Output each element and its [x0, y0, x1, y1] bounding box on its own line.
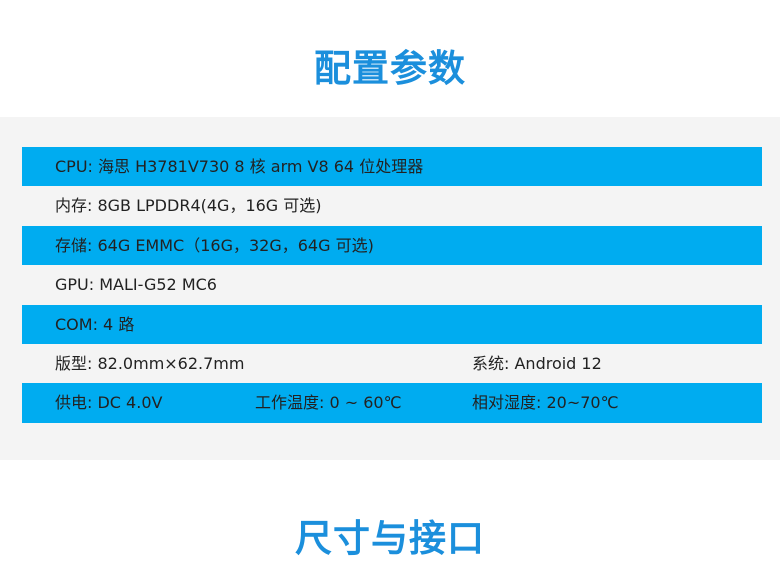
spec-memory: 内存: 8GB LPDDR4(4G，16G 可选) [55, 196, 322, 216]
spec-temperature: 工作温度: 0 ~ 60℃ [255, 393, 402, 413]
spec-row-storage: 存储: 64G EMMC（16G，32G，64G 可选) [22, 225, 762, 266]
spec-power: 供电: DC 4.0V [55, 393, 163, 413]
spec-row-memory: 内存: 8GB LPDDR4(4G，16G 可选) [22, 186, 762, 225]
spec-row-power: 供电: DC 4.0V 工作温度: 0 ~ 60℃ 相对湿度: 20~70℃ [22, 383, 762, 423]
spec-row-com: COM: 4 路 [22, 304, 762, 344]
spec-os: 系统: Android 12 [472, 353, 602, 373]
spec-row-board: 版型: 82.0mm×62.7mm 系统: Android 12 [22, 344, 762, 383]
spec-com: COM: 4 路 [55, 314, 135, 334]
spec-gpu: GPU: MALI-G52 MC6 [55, 275, 217, 295]
section-title-dimensions: 尺寸与接口 [295, 517, 485, 560]
spec-board-size: 版型: 82.0mm×62.7mm [55, 353, 245, 373]
spec-row-cpu: CPU: 海思 H3781V730 8 核 arm V8 64 位处理器 [22, 147, 762, 187]
spec-row-gpu: GPU: MALI-G52 MC6 [22, 265, 762, 304]
spec-cpu: CPU: 海思 H3781V730 8 核 arm V8 64 位处理器 [55, 157, 424, 176]
spec-humidity: 相对湿度: 20~70℃ [472, 393, 619, 413]
section-title-config: 配置参数 [314, 47, 466, 90]
spec-storage: 存储: 64G EMMC（16G，32G，64G 可选) [55, 235, 374, 255]
spec-table: CPU: 海思 H3781V730 8 核 arm V8 64 位处理器 内存:… [22, 147, 762, 423]
